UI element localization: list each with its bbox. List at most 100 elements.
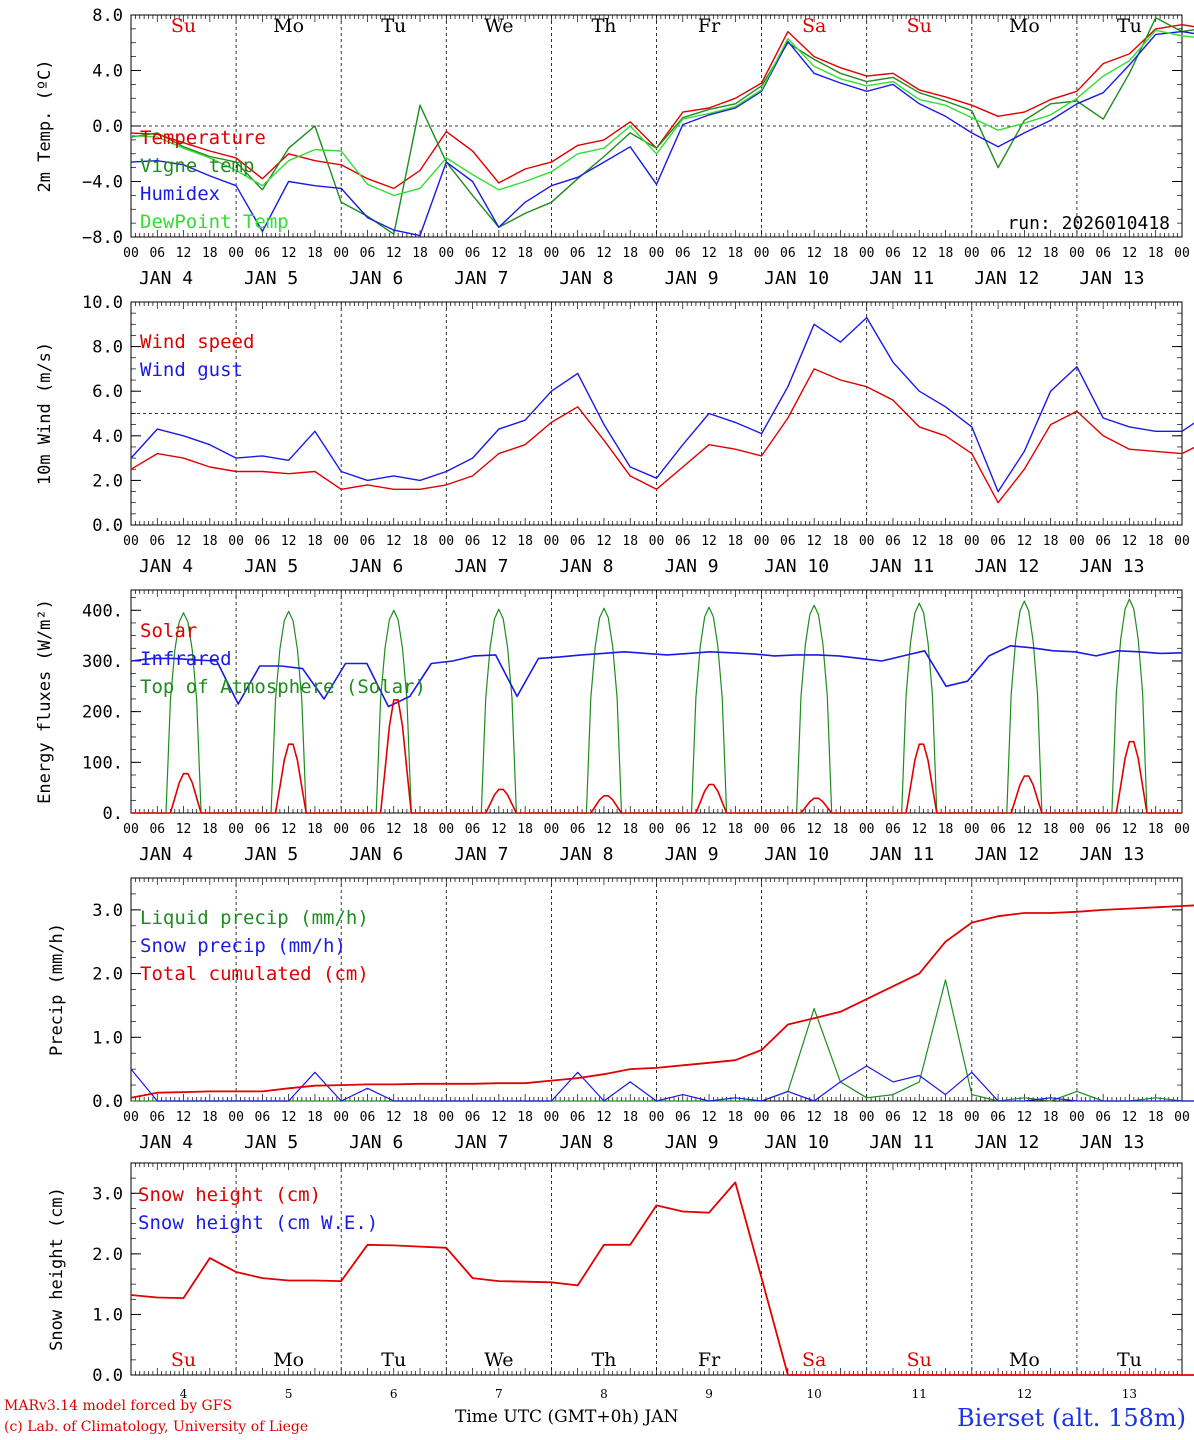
legend-temperature: Temperature xyxy=(140,127,266,149)
hour-tick-label: 12 xyxy=(491,246,507,261)
y-tick-label: 400. xyxy=(82,601,123,621)
hour-tick-label: 00 xyxy=(438,822,454,837)
series-solar xyxy=(131,699,1182,814)
panel-wind: 0.0 2.0 4.0 6.0 8.0 10.0 10m Wind (m/s) 00 06 12 1… xyxy=(35,293,1194,577)
y-tick-label: 0. xyxy=(103,804,123,824)
legend-wind-gust: Wind gust xyxy=(140,359,243,381)
hour-tick-label: 06 xyxy=(360,534,376,549)
hour-tick-label: 18 xyxy=(622,822,638,837)
hour-tick-label: 00 xyxy=(333,1110,349,1125)
hour-tick-label: 12 xyxy=(701,246,717,261)
y-tick-label: −4.0 xyxy=(82,173,123,193)
date-label: JAN 5 xyxy=(244,844,298,865)
date-label: JAN 6 xyxy=(349,844,403,865)
date-label: JAN 10 xyxy=(764,844,829,865)
hour-tick-label: 06 xyxy=(149,534,165,549)
run-annotation: run: 2026010418 xyxy=(1007,213,1170,234)
hour-tick-label: 06 xyxy=(780,822,796,837)
date-label: JAN 12 xyxy=(974,1132,1039,1153)
hour-tick-label: 06 xyxy=(255,1110,271,1125)
series-total-cumulated-cm- xyxy=(130,904,1194,1099)
hour-tick-label: 18 xyxy=(307,534,323,549)
date-label: JAN 10 xyxy=(764,268,829,289)
hour-tick-label: 12 xyxy=(491,534,507,549)
hour-tick-label: 18 xyxy=(202,246,218,261)
hour-tick-label: 06 xyxy=(780,246,796,261)
y-tick-label: 1.0 xyxy=(92,1028,123,1048)
hour-tick-label: 12 xyxy=(281,246,297,261)
date-label: JAN 10 xyxy=(764,556,829,577)
hour-tick-label: 18 xyxy=(938,246,954,261)
date-label: JAN 7 xyxy=(454,556,508,577)
hour-tick-label: 00 xyxy=(1174,822,1190,837)
legend-humidex: Humidex xyxy=(140,183,220,205)
day-number-label: 4 xyxy=(180,1387,188,1401)
legend-snow-height-cm-w-e-: Snow height (cm W.E.) xyxy=(138,1212,378,1234)
y-axis-title: 2m Temp. (ºC) xyxy=(35,59,55,192)
hour-tick-label: 18 xyxy=(1043,1110,1059,1125)
hour-tick-label: 12 xyxy=(281,534,297,549)
date-label: JAN 13 xyxy=(1079,844,1144,865)
hour-tick-label: 18 xyxy=(412,246,428,261)
weekday-label: We xyxy=(484,1349,513,1371)
hour-tick-label: 00 xyxy=(333,822,349,837)
y-tick-label: 4.0 xyxy=(92,62,123,82)
date-label: JAN 9 xyxy=(664,556,718,577)
hour-tick-label: 06 xyxy=(990,534,1006,549)
date-label: JAN 4 xyxy=(139,556,193,577)
hour-tick-label: 00 xyxy=(228,534,244,549)
hour-tick-label: 00 xyxy=(228,822,244,837)
panel-temp: −8.0 −4.0 0.0 4.0 8.0 2m Temp. (ºC) 00 06 12 18 JA… xyxy=(35,6,1194,289)
weekday-label: Su xyxy=(171,1349,196,1371)
hour-tick-label: 06 xyxy=(465,246,481,261)
hour-tick-label: 00 xyxy=(123,822,139,837)
hour-tick-label: 12 xyxy=(1122,246,1138,261)
y-tick-label: 0.0 xyxy=(92,1092,123,1112)
day-number-label: 12 xyxy=(1017,1387,1032,1401)
hour-tick-label: 00 xyxy=(964,246,980,261)
hour-tick-label: 06 xyxy=(570,1110,586,1125)
series-wind-gust xyxy=(130,316,1194,493)
hour-tick-label: 12 xyxy=(1017,246,1033,261)
time-axis-label: Time UTC (GMT+0h) JAN xyxy=(455,1407,679,1427)
hour-tick-label: 00 xyxy=(1069,534,1085,549)
weekday-label: Mo xyxy=(1009,1349,1040,1371)
weekday-label: Su xyxy=(171,15,196,37)
weekday-label: Sa xyxy=(802,1349,826,1371)
hour-tick-label: 06 xyxy=(780,534,796,549)
hour-tick-label: 00 xyxy=(228,1110,244,1125)
y-tick-label: 0.0 xyxy=(92,117,123,137)
weekday-label: Fr xyxy=(698,1349,721,1371)
hour-tick-label: 18 xyxy=(727,822,743,837)
date-label: JAN 6 xyxy=(349,556,403,577)
hour-tick-label: 06 xyxy=(885,1110,901,1125)
hour-tick-label: 18 xyxy=(307,1110,323,1125)
date-label: JAN 7 xyxy=(454,268,508,289)
hour-tick-label: 00 xyxy=(649,246,665,261)
date-label: JAN 11 xyxy=(869,268,934,289)
hour-tick-label: 18 xyxy=(727,1110,743,1125)
y-axis-title: 10m Wind (m/s) xyxy=(35,342,55,485)
hour-tick-label: 00 xyxy=(544,1110,560,1125)
y-tick-label: 8.0 xyxy=(92,338,123,358)
hour-tick-label: 06 xyxy=(255,822,271,837)
hour-tick-label: 18 xyxy=(517,822,533,837)
date-label: JAN 8 xyxy=(559,1132,613,1153)
hour-tick-label: 12 xyxy=(911,534,927,549)
weekday-label: Th xyxy=(591,1349,616,1371)
hour-tick-label: 18 xyxy=(833,534,849,549)
hour-tick-label: 06 xyxy=(255,534,271,549)
hour-tick-label: 06 xyxy=(1095,246,1111,261)
y-tick-label: 0.0 xyxy=(92,1366,123,1386)
hour-tick-label: 00 xyxy=(649,822,665,837)
date-label: JAN 13 xyxy=(1079,1132,1144,1153)
date-label: JAN 11 xyxy=(869,1132,934,1153)
date-label: JAN 13 xyxy=(1079,556,1144,577)
hour-tick-label: 06 xyxy=(360,246,376,261)
hour-tick-label: 06 xyxy=(149,246,165,261)
hour-tick-label: 18 xyxy=(833,822,849,837)
y-tick-label: 6.0 xyxy=(92,382,123,402)
hour-tick-label: 12 xyxy=(176,1110,192,1125)
date-label: JAN 5 xyxy=(244,1132,298,1153)
